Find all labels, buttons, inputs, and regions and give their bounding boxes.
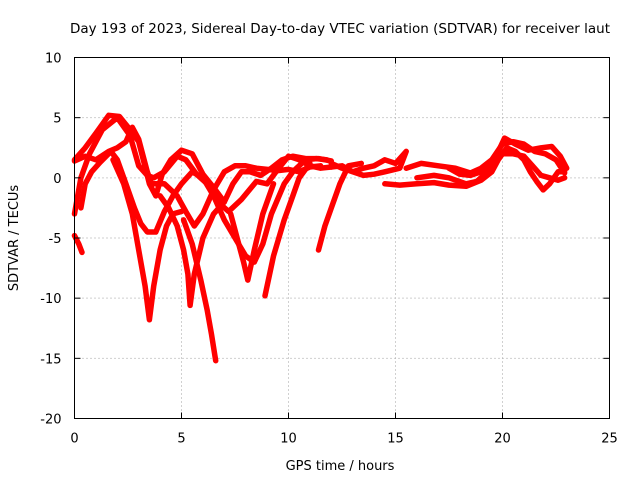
- series-dip-3: [157, 193, 228, 309]
- y-tick-label: -5: [49, 232, 62, 247]
- y-tick-label: 5: [53, 112, 61, 127]
- x-tick-labels: 0 5 10 15 20 25: [70, 432, 617, 447]
- x-axis-label: GPS time / hours: [286, 459, 395, 474]
- series-dip-7: [315, 160, 365, 253]
- series-track-2: [71, 112, 335, 205]
- grid: [74, 57, 610, 419]
- chart-title: Day 193 of 2023, Sidereal Day-to-day VTE…: [70, 21, 610, 37]
- series-track-4: [78, 148, 330, 265]
- series-dip-2: [110, 157, 185, 323]
- y-tick-label: -15: [40, 352, 61, 367]
- series-tail-4: [446, 151, 568, 183]
- series-dip-5: [227, 181, 277, 283]
- y-tick-label: 10: [45, 52, 62, 67]
- y-tick-label: 0: [53, 172, 61, 187]
- x-tick-label: 20: [494, 432, 511, 447]
- y-axis-label: SDTVAR / TECUs: [7, 185, 22, 292]
- x-tick-label: 5: [177, 432, 185, 447]
- series-cluster-mid: [328, 148, 409, 179]
- series-tail-3: [414, 135, 570, 187]
- y-tick-label: -10: [40, 292, 61, 307]
- series-dip-6: [262, 160, 313, 299]
- y-tick-label: -20: [40, 413, 61, 428]
- y-tick-labels: -20 -15 -10 -5 0 5 10: [40, 52, 61, 428]
- x-tick-label: 15: [387, 432, 404, 447]
- axis-ticks: [74, 57, 610, 419]
- series-track-3: [71, 124, 324, 229]
- x-tick-label: 25: [601, 432, 618, 447]
- series-dip-4: [180, 217, 219, 364]
- x-tick-label: 0: [70, 432, 78, 447]
- data-series: [71, 112, 570, 364]
- x-tick-label: 10: [280, 432, 297, 447]
